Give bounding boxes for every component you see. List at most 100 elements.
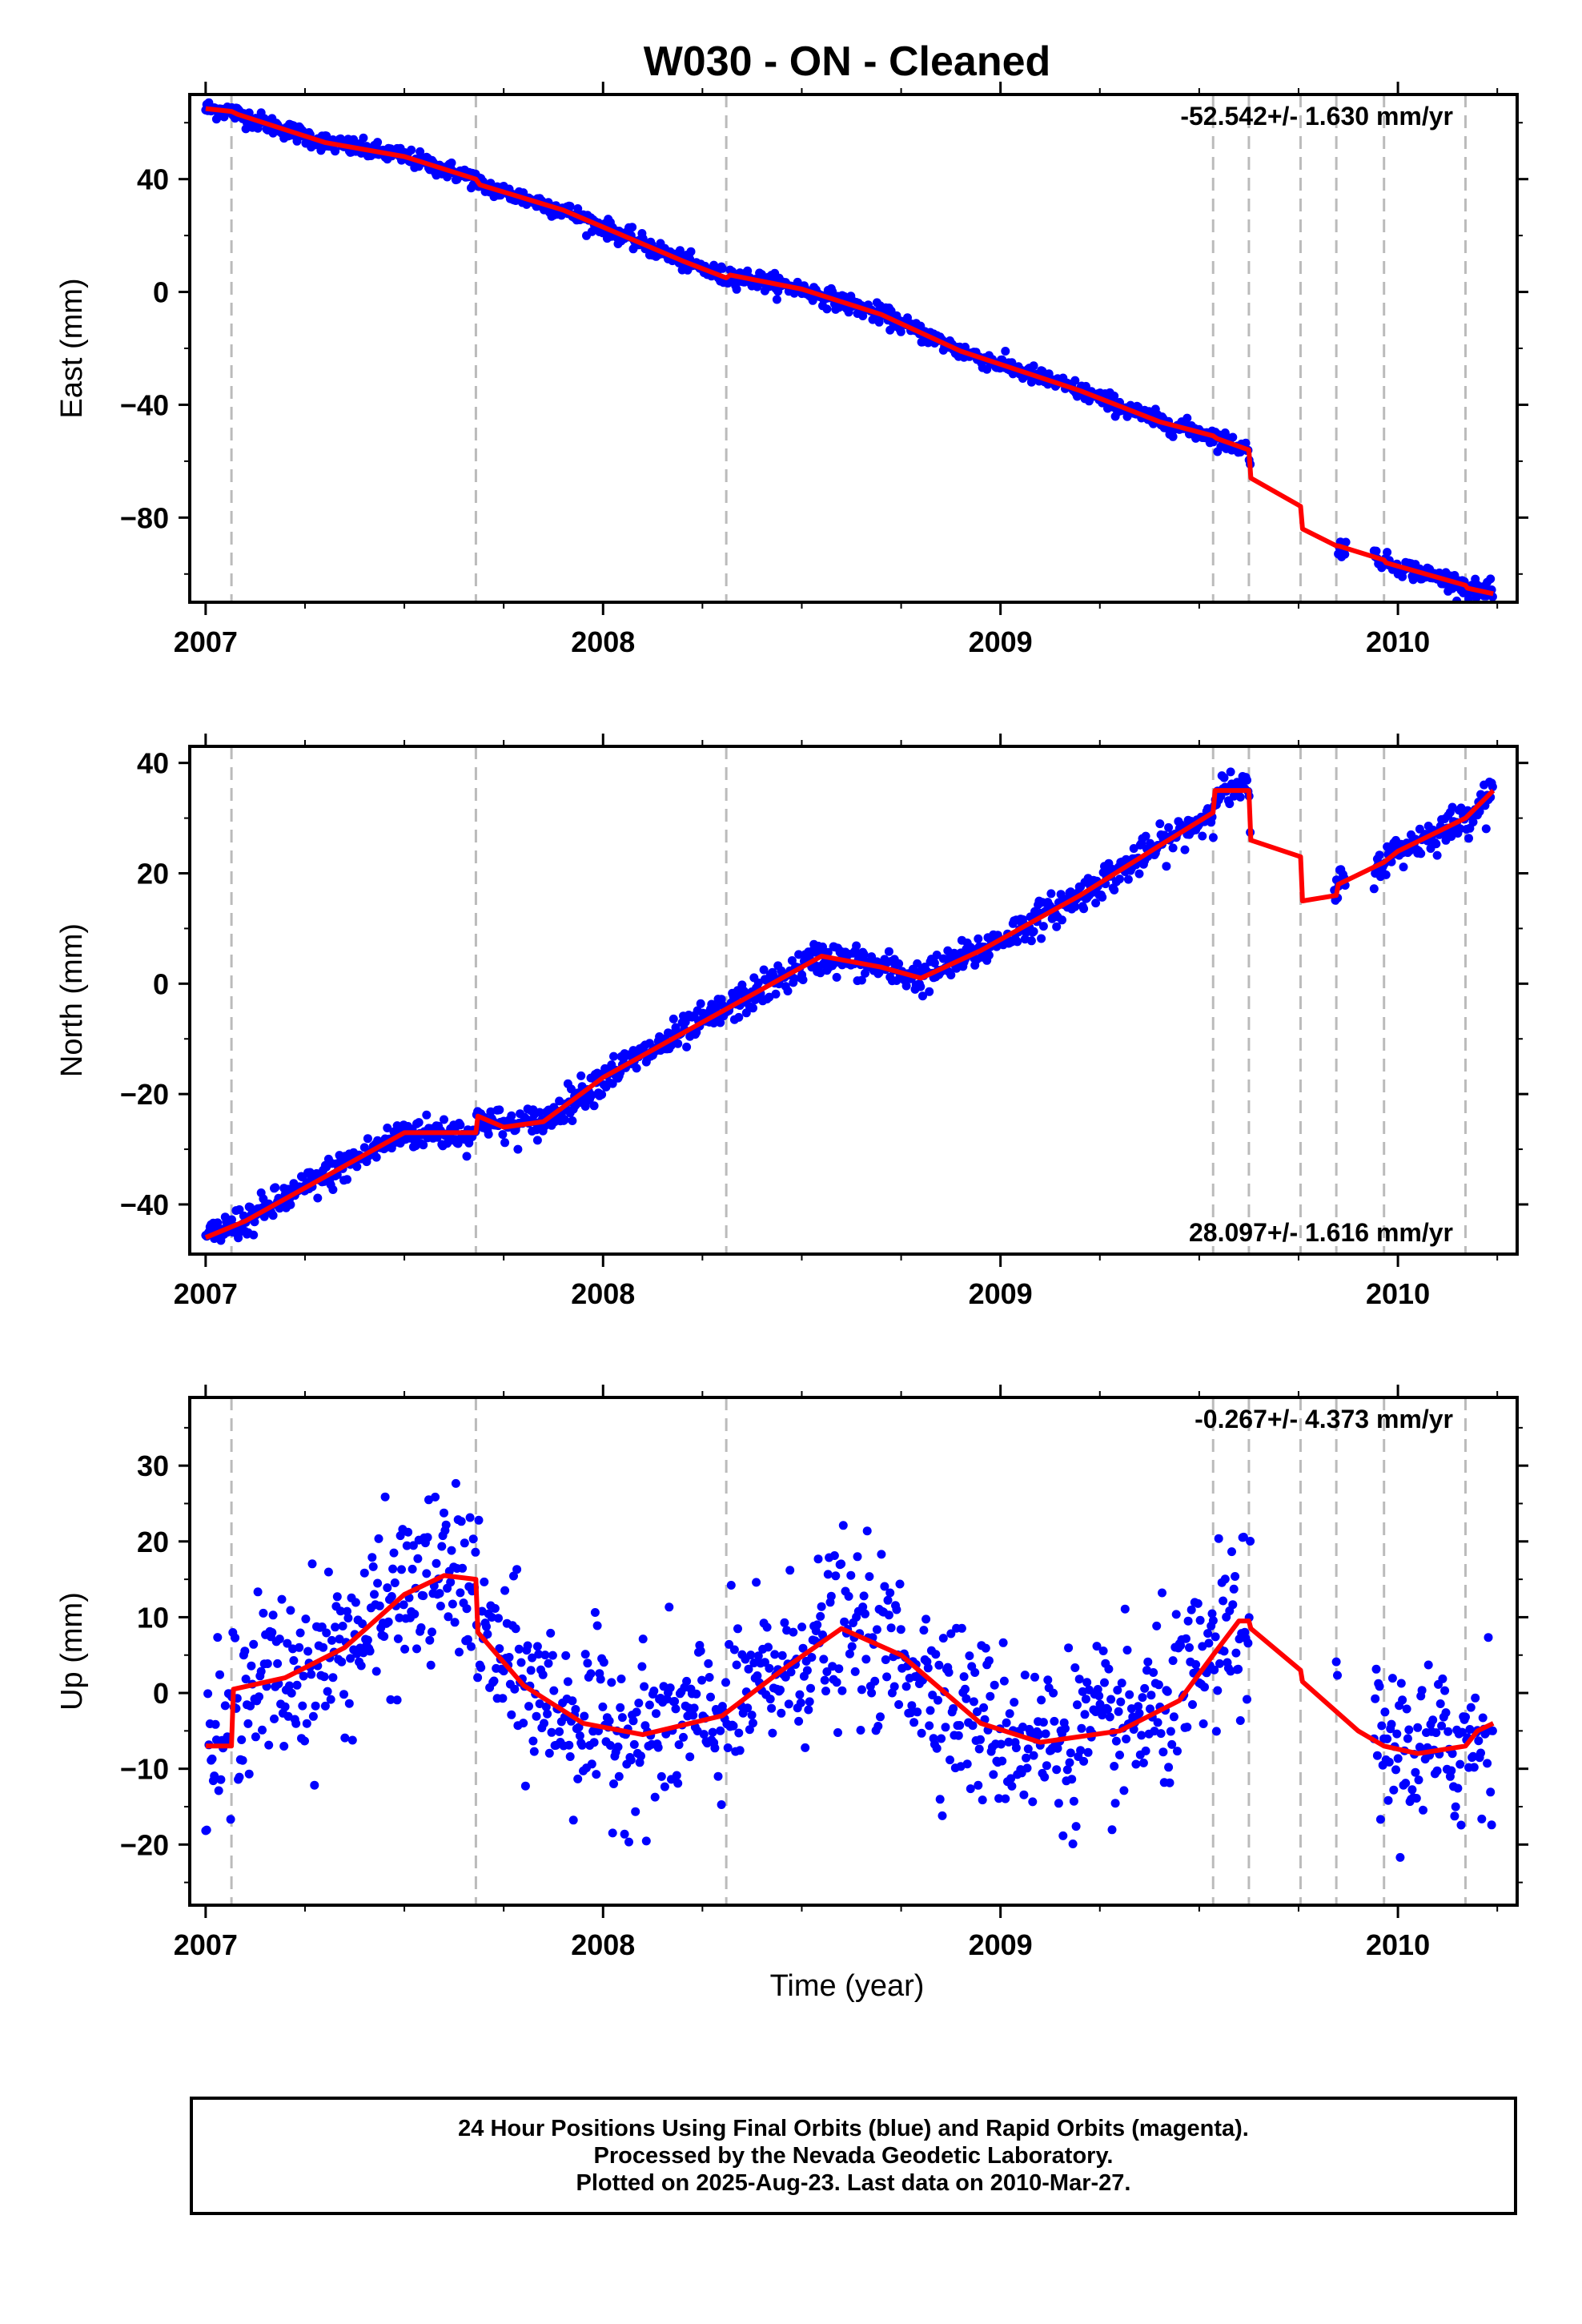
data-point — [226, 1815, 235, 1824]
data-point — [1387, 1674, 1397, 1683]
data-point — [620, 1829, 629, 1839]
data-point — [543, 1709, 552, 1719]
data-point — [1011, 1743, 1021, 1753]
data-point — [1166, 1727, 1175, 1736]
data-point — [641, 1836, 651, 1846]
data-point — [280, 1702, 290, 1711]
data-point — [1158, 1747, 1168, 1757]
data-point — [1375, 1815, 1385, 1824]
data-point — [923, 1663, 933, 1673]
data-point — [762, 1622, 772, 1632]
data-point — [500, 1586, 510, 1595]
data-point — [1043, 1675, 1053, 1685]
data-point — [546, 1628, 556, 1638]
data-point — [685, 1752, 695, 1762]
data-point — [1020, 1671, 1030, 1680]
data-point — [1471, 1693, 1480, 1703]
data-point — [599, 1658, 608, 1667]
data-point — [447, 1546, 456, 1555]
data-point — [604, 1716, 614, 1726]
data-point — [1038, 922, 1048, 931]
data-point — [548, 1651, 557, 1660]
data-point — [346, 1654, 355, 1663]
data-point — [295, 1642, 304, 1652]
data-point — [1098, 1711, 1107, 1720]
data-point — [986, 1691, 995, 1701]
data-point — [771, 989, 781, 999]
data-point — [734, 1728, 744, 1738]
data-point — [451, 1478, 460, 1488]
data-point — [1243, 1695, 1251, 1704]
data-point — [973, 1707, 982, 1716]
data-point — [1081, 1695, 1090, 1704]
data-point — [310, 1780, 319, 1790]
data-point — [1453, 1783, 1463, 1793]
data-point — [877, 1550, 886, 1559]
data-point — [519, 1719, 528, 1728]
data-point — [231, 1633, 240, 1642]
data-point — [227, 1215, 236, 1224]
data-point — [946, 1755, 954, 1765]
data-point — [544, 1659, 553, 1668]
data-point — [919, 1626, 929, 1635]
y-tick-label: −40 — [120, 1188, 169, 1221]
x-tick-label: 2007 — [174, 1277, 238, 1310]
data-point — [286, 1606, 295, 1615]
data-point — [934, 1695, 942, 1705]
data-point — [1220, 1574, 1230, 1584]
data-point — [1447, 802, 1457, 812]
data-point — [1228, 1600, 1238, 1610]
data-point — [1402, 1704, 1411, 1714]
data-point — [937, 1734, 946, 1743]
data-point — [802, 1666, 812, 1675]
data-point — [1391, 1765, 1400, 1775]
data-point — [247, 1661, 256, 1671]
data-point — [1428, 1715, 1438, 1725]
data-point — [374, 1534, 383, 1543]
data-point — [650, 1792, 660, 1802]
data-point — [1411, 1767, 1420, 1777]
data-point — [837, 1686, 847, 1695]
data-point — [1029, 927, 1038, 936]
data-point — [295, 1628, 305, 1638]
data-point — [693, 1727, 702, 1735]
data-point — [689, 1703, 699, 1713]
data-point — [1077, 1723, 1086, 1733]
data-point — [1064, 1643, 1074, 1653]
data-point — [301, 1614, 311, 1624]
data-point — [1074, 1675, 1084, 1684]
data-point — [267, 1628, 277, 1637]
data-point — [876, 1712, 885, 1722]
data-point — [1413, 1723, 1423, 1732]
data-point — [1464, 834, 1473, 843]
data-point — [1001, 347, 1010, 356]
data-point — [753, 978, 763, 987]
east-plot-area — [201, 94, 1497, 602]
data-point — [1002, 1718, 1011, 1727]
data-point — [529, 1747, 539, 1756]
data-point — [916, 982, 926, 991]
data-point — [597, 1090, 607, 1100]
data-point — [387, 1592, 396, 1601]
data-point — [1456, 824, 1465, 834]
data-point — [560, 1115, 569, 1124]
data-point — [772, 295, 781, 304]
data-point — [476, 1663, 486, 1672]
data-point — [473, 1673, 483, 1683]
data-point — [795, 1690, 805, 1699]
data-point — [528, 1736, 538, 1746]
data-point — [1468, 1751, 1478, 1761]
data-point — [829, 1551, 839, 1560]
data-point — [1395, 1852, 1405, 1862]
data-point — [435, 1589, 444, 1598]
x-tick-label: 2008 — [571, 625, 635, 658]
data-point — [216, 1775, 226, 1784]
data-point — [1066, 887, 1075, 897]
data-point — [564, 1740, 574, 1750]
data-point — [941, 1723, 950, 1732]
data-point — [368, 1562, 378, 1571]
data-point — [1417, 1686, 1427, 1695]
data-point — [745, 1725, 754, 1735]
data-point — [1226, 1667, 1235, 1676]
data-point — [596, 1675, 605, 1684]
